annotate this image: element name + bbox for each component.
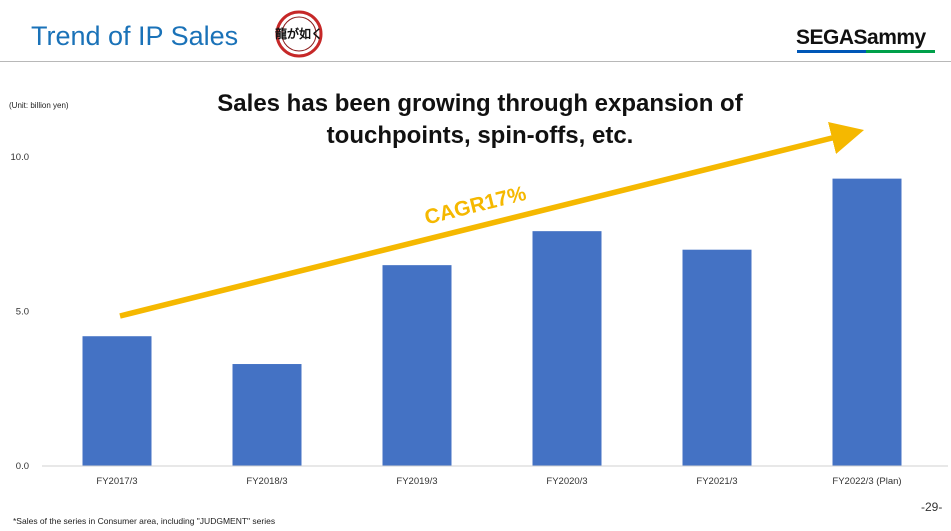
series-logo-text: 龍が如く	[275, 26, 323, 41]
y-tick-label: 10.0	[11, 152, 30, 163]
cagr-label: CAGR17%	[422, 182, 529, 230]
bar-fy2020-3	[532, 231, 602, 466]
cagr-arrow	[119, 121, 865, 319]
bar-fy2019-3	[382, 265, 452, 466]
bars-group	[82, 178, 902, 466]
x-axis: FY2017/3 FY2018/3 FY2019/3 FY2020/3 FY2021/3…	[96, 476, 901, 487]
x-tick-label: FY2022/3 (Plan)	[832, 476, 901, 487]
series-logo: 龍が如く	[275, 10, 323, 58]
company-logo: SEGASammy	[796, 26, 926, 49]
company-logo-stripe	[797, 50, 935, 53]
x-tick-label: FY2017/3	[96, 476, 137, 487]
bar-fy2018-3	[232, 364, 302, 466]
footnote: *Sales of the series in Consumer area, i…	[13, 516, 276, 526]
headline: Sales has been growing through expansion…	[130, 88, 830, 152]
unit-label: (Unit: billion yen)	[9, 101, 69, 110]
headline-line-1: Sales has been growing through expansion…	[217, 90, 743, 117]
x-tick-label: FY2021/3	[696, 476, 737, 487]
page-number: -29-	[921, 500, 943, 514]
x-tick-label: FY2018/3	[246, 476, 287, 487]
x-tick-label: FY2019/3	[396, 476, 437, 487]
bar-fy2022-3-plan-	[832, 178, 902, 466]
x-tick-label: FY2020/3	[546, 476, 587, 487]
bar-fy2017-3	[82, 336, 152, 466]
slide-title: Trend of IP Sales	[31, 21, 239, 51]
title-divider	[0, 61, 951, 62]
y-tick-label: 5.0	[16, 307, 29, 318]
y-axis: 0.0 5.0 10.0	[11, 152, 30, 472]
y-tick-label: 0.0	[16, 461, 29, 472]
bar-fy2021-3	[682, 249, 752, 466]
logo-ring	[275, 10, 323, 58]
headline-line-2: touchpoints, spin-offs, etc.	[326, 122, 634, 149]
